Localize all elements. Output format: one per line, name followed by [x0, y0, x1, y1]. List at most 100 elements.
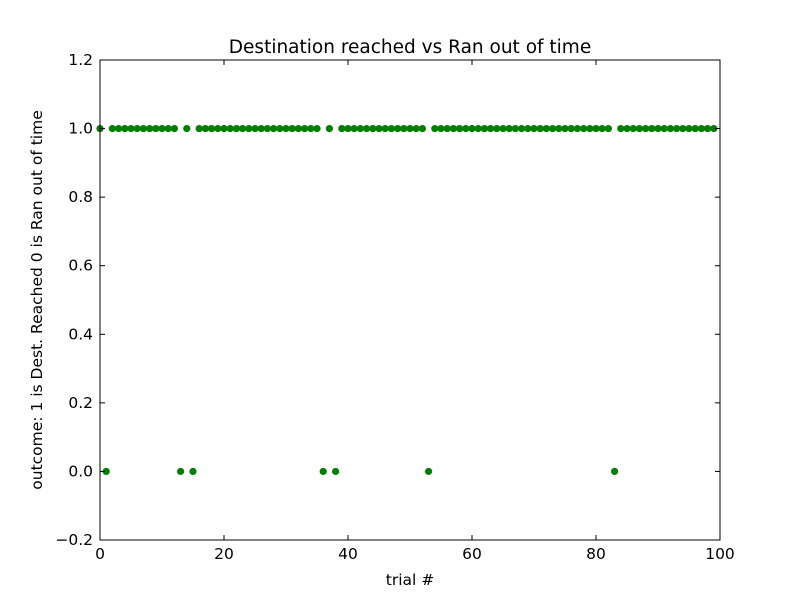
data-point: [226, 124, 234, 133]
data-point: [183, 124, 191, 133]
data-point: [642, 124, 650, 133]
data-point: [220, 124, 228, 133]
data-point: [573, 124, 582, 133]
data-point: [276, 124, 284, 133]
data-point: [536, 124, 544, 133]
data-point: [115, 124, 123, 133]
data-point: [592, 124, 600, 133]
data-point: [437, 124, 445, 133]
data-point: [394, 124, 402, 133]
data-point: [177, 467, 185, 476]
data-point: [567, 124, 575, 133]
data-point: [319, 467, 327, 476]
x-tick-label: 40: [338, 545, 358, 563]
data-point: [580, 124, 588, 133]
data-point: [511, 124, 519, 133]
y-tick-label: 0.4: [68, 325, 93, 343]
x-tick-label: 100: [705, 545, 735, 563]
data-point: [307, 124, 315, 133]
data-point: [263, 124, 271, 133]
data-point: [232, 124, 240, 133]
data-point: [350, 124, 358, 133]
data-point: [449, 124, 457, 133]
y-tick-label: 1.2: [68, 51, 93, 69]
axis-ticks: 0 20 40 60 80 100 −0.2 0.0 0.2 0.4 0.6 0.8 1.0 1.2: [55, 51, 734, 563]
data-point: [635, 124, 644, 133]
data-point: [387, 124, 395, 133]
data-point: [406, 124, 414, 133]
data-point: [542, 124, 551, 133]
data-point: [418, 124, 426, 133]
data-point: [660, 124, 668, 133]
y-axis-label: outcome: 1 is Dest. Reached 0 is Ran out…: [28, 110, 46, 489]
data-point: [208, 124, 216, 133]
data-point: [487, 124, 495, 133]
data-point: [356, 124, 364, 133]
data-point: [108, 124, 116, 133]
data-point: [313, 124, 321, 133]
data-point: [648, 124, 656, 133]
data-point: [598, 124, 606, 133]
data-point: [697, 124, 706, 133]
data-point: [530, 124, 538, 133]
data-points: [96, 124, 718, 476]
data-point: [338, 124, 346, 133]
data-point: [400, 124, 408, 133]
x-tick-label: 80: [586, 545, 606, 563]
data-point: [480, 124, 488, 133]
data-point: [158, 124, 166, 133]
data-point: [611, 467, 619, 476]
y-tick-label: 0.2: [68, 394, 93, 412]
data-point: [152, 124, 160, 133]
data-point: [195, 124, 203, 133]
data-point: [561, 124, 569, 133]
data-point: [623, 124, 631, 133]
data-point: [443, 124, 451, 133]
data-point: [468, 124, 476, 133]
data-point: [375, 124, 383, 133]
data-point: [369, 124, 377, 133]
data-point: [288, 124, 296, 133]
data-point: [381, 124, 389, 133]
data-point: [629, 124, 637, 133]
data-point: [201, 124, 209, 133]
data-point: [456, 124, 464, 133]
data-point: [586, 124, 594, 133]
data-point: [146, 124, 154, 133]
data-point: [704, 124, 712, 133]
data-point: [425, 467, 433, 476]
plot-frame: [99, 59, 721, 541]
data-point: [617, 124, 625, 133]
data-point: [685, 124, 693, 133]
y-tick-label: 0.6: [68, 257, 93, 275]
data-point: [524, 124, 532, 133]
x-tick-label: 60: [462, 545, 482, 563]
data-point: [102, 467, 110, 476]
data-point: [127, 124, 135, 133]
data-point: [474, 124, 482, 133]
x-axis-label: trial #: [386, 571, 434, 589]
data-point: [189, 467, 197, 476]
data-point: [344, 124, 352, 133]
data-point: [710, 124, 718, 133]
data-point: [431, 124, 439, 133]
data-point: [257, 124, 265, 133]
data-point: [133, 124, 141, 133]
data-point: [121, 124, 129, 133]
y-tick-label: −0.2: [55, 531, 93, 549]
y-tick-label: 0.8: [68, 188, 93, 206]
data-point: [493, 124, 501, 133]
data-point: [325, 124, 333, 133]
data-point: [363, 124, 371, 133]
data-point: [412, 124, 420, 133]
data-point: [270, 124, 278, 133]
x-tick-label: 0: [95, 545, 105, 563]
data-point: [239, 124, 247, 133]
data-point: [214, 124, 222, 133]
chart-title: Destination reached vs Ran out of time: [229, 37, 591, 58]
data-point: [679, 124, 687, 133]
y-tick-label: 0.0: [68, 462, 93, 480]
data-point: [549, 124, 557, 133]
data-point: [294, 124, 302, 133]
